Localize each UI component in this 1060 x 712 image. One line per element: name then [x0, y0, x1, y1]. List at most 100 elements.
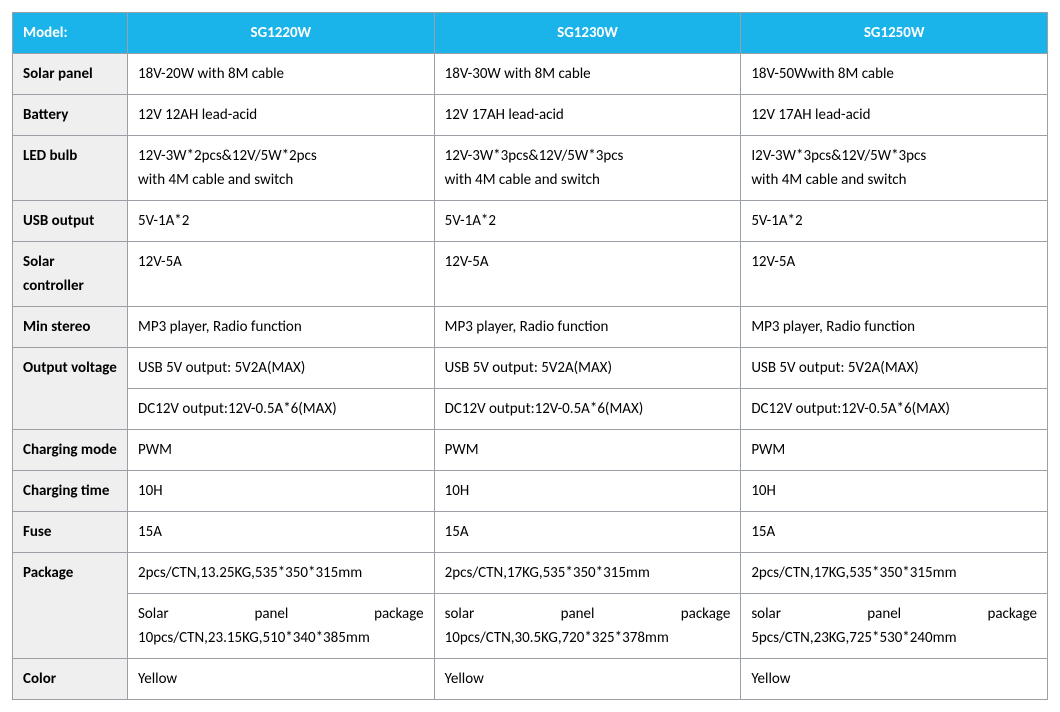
table-cell: 15A — [741, 512, 1048, 553]
cell-line: 5V-1A*2 — [445, 209, 731, 233]
cell-line: with 4M cable and switch — [138, 168, 424, 192]
table-row: DC12V output:12V-0.5A*6(MAX) DC12V output… — [13, 389, 1048, 430]
table-cell: 10H — [741, 471, 1048, 512]
table-cell: 2pcs/CTN,13.25KG,535*350*315mm — [128, 553, 435, 594]
cell-line: 5V-1A*2 — [138, 209, 424, 233]
cell-line: PWM — [445, 438, 731, 462]
cell-line: 15A — [751, 520, 1037, 544]
cell-line: 12V-5A — [138, 250, 424, 274]
table-cell: MP3 player, Radio function — [128, 307, 435, 348]
row-label: Fuse — [13, 512, 128, 553]
table-cell: 2pcs/CTN,17KG,535*350*315mm — [741, 553, 1048, 594]
table-cell: 12V-3W*3pcs&12V/5W*3pcswith 4M cable and… — [434, 136, 741, 201]
cell-line: 2pcs/CTN,17KG,535*350*315mm — [445, 561, 731, 585]
cell-line: 18V-30W with 8M cable — [445, 62, 731, 86]
table-cell: PWM — [128, 430, 435, 471]
table-cell: 10H — [128, 471, 435, 512]
cell-line: PWM — [751, 438, 1037, 462]
table-cell: 12V-5A — [128, 242, 435, 307]
table-cell: 12V 12AH lead-acid — [128, 95, 435, 136]
table-cell: 12V 17AH lead-acid — [741, 95, 1048, 136]
table-cell: USB 5V output: 5V2A(MAX) — [128, 348, 435, 389]
cell-line: DC12V output:12V-0.5A*6(MAX) — [751, 397, 1037, 421]
cell-line: 18V-50Wwith 8M cable — [751, 62, 1037, 86]
cell-line: 10H — [445, 479, 731, 503]
table-cell: 12V-5A — [741, 242, 1048, 307]
cell-line: 15A — [445, 520, 731, 544]
header-row: Model: SG1220W SG1230W SG1250W — [13, 13, 1048, 54]
cell-line: MP3 player, Radio function — [138, 315, 424, 339]
table-cell: 2pcs/CTN,17KG,535*350*315mm — [434, 553, 741, 594]
cell-line: 10H — [138, 479, 424, 503]
table-cell: MP3 player, Radio function — [434, 307, 741, 348]
cell-line: 2pcs/CTN,17KG,535*350*315mm — [751, 561, 1037, 585]
cell-line: 12V 17AH lead-acid — [445, 103, 731, 127]
table-cell: USB 5V output: 5V2A(MAX) — [434, 348, 741, 389]
cell-line: Solar panel package — [138, 602, 424, 626]
cell-line: 5V-1A*2 — [751, 209, 1037, 233]
table-cell: USB 5V output: 5V2A(MAX) — [741, 348, 1048, 389]
table-row: Solar controller12V-5A12V-5A12V-5A — [13, 242, 1048, 307]
table-row: USB output 5V-1A*2 5V-1A*2 5V-1A*2 — [13, 201, 1048, 242]
table-row: LED bulb12V-3W*2pcs&12V/5W*2pcswith 4M c… — [13, 136, 1048, 201]
cell-line: I2V-3W*3pcs&12V/5W*3pcs — [751, 144, 1037, 168]
table-cell: DC12V output:12V-0.5A*6(MAX) — [128, 389, 435, 430]
cell-line: 15A — [138, 520, 424, 544]
table-row: Battery12V 12AH lead-acid 12V 17AH lead-a… — [13, 95, 1048, 136]
table-row: ColorYellowYellowYellow — [13, 659, 1048, 700]
table-cell: DC12V output:12V-0.5A*6(MAX) — [434, 389, 741, 430]
cell-line: USB 5V output: 5V2A(MAX) — [445, 356, 731, 380]
row-label: LED bulb — [13, 136, 128, 201]
table-row: Fuse 15A 15A 15A — [13, 512, 1048, 553]
row-label: Package — [13, 553, 128, 659]
table-cell: I2V-3W*3pcs&12V/5W*3pcswith 4M cable and… — [741, 136, 1048, 201]
cell-line: Yellow — [751, 667, 1037, 691]
cell-line: 12V-3W*2pcs&12V/5W*2pcs — [138, 144, 424, 168]
table-cell: 15A — [434, 512, 741, 553]
table-body: Solar panel 18V-20W with 8M cable 18V-30W … — [13, 54, 1048, 700]
table-row: Charging modePWMPWMPWM — [13, 430, 1048, 471]
table-cell: PWM — [741, 430, 1048, 471]
table-row: Package2pcs/CTN,13.25KG,535*350*315mm2pc… — [13, 553, 1048, 594]
cell-line: solar panel package — [751, 602, 1037, 626]
table-cell: 12V-5A — [434, 242, 741, 307]
header-model-label: Model: — [13, 13, 128, 54]
cell-line: DC12V output:12V-0.5A*6(MAX) — [445, 397, 731, 421]
header-col-2: SG1250W — [741, 13, 1048, 54]
cell-line: 10pcs/CTN,23.15KG,510*340*385mm — [138, 626, 424, 650]
cell-line: with 4M cable and switch — [751, 168, 1037, 192]
table-cell: Yellow — [128, 659, 435, 700]
table-cell: solar panel package5pcs/CTN,23KG,725*530… — [741, 594, 1048, 659]
cell-line: 18V-20W with 8M cable — [138, 62, 424, 86]
table-row: Charging time10H10H10H — [13, 471, 1048, 512]
table-cell: 12V-3W*2pcs&12V/5W*2pcswith 4M cable and… — [128, 136, 435, 201]
cell-line: 12V 17AH lead-acid — [751, 103, 1037, 127]
cell-line: USB 5V output: 5V2A(MAX) — [138, 356, 424, 380]
table-cell: DC12V output:12V-0.5A*6(MAX) — [741, 389, 1048, 430]
table-cell: Yellow — [741, 659, 1048, 700]
table-row: Output voltageUSB 5V output: 5V2A(MAX)US… — [13, 348, 1048, 389]
row-label: Battery — [13, 95, 128, 136]
cell-line: MP3 player, Radio function — [751, 315, 1037, 339]
table-cell: 18V-30W with 8M cable — [434, 54, 741, 95]
cell-line: USB 5V output: 5V2A(MAX) — [751, 356, 1037, 380]
table-cell: solar panel package10pcs/CTN,30.5KG,720*… — [434, 594, 741, 659]
table-cell: 10H — [434, 471, 741, 512]
table-row: Solar panel 18V-20W with 8M cable 18V-30W … — [13, 54, 1048, 95]
row-label: Solar panel — [13, 54, 128, 95]
cell-line: PWM — [138, 438, 424, 462]
cell-line: 12V-3W*3pcs&12V/5W*3pcs — [445, 144, 731, 168]
row-label: USB output — [13, 201, 128, 242]
table-cell: 5V-1A*2 — [128, 201, 435, 242]
row-label: Solar controller — [13, 242, 128, 307]
table-cell: 5V-1A*2 — [741, 201, 1048, 242]
spec-table: Model: SG1220W SG1230W SG1250W Solar pan… — [12, 12, 1048, 700]
row-label: Color — [13, 659, 128, 700]
table-cell: PWM — [434, 430, 741, 471]
table-cell: Yellow — [434, 659, 741, 700]
cell-line: 10H — [751, 479, 1037, 503]
cell-line: Yellow — [445, 667, 731, 691]
cell-line: 5pcs/CTN,23KG,725*530*240mm — [751, 626, 1037, 650]
table-row: Min stereoMP3 player, Radio functionMP3 … — [13, 307, 1048, 348]
table-cell: 5V-1A*2 — [434, 201, 741, 242]
